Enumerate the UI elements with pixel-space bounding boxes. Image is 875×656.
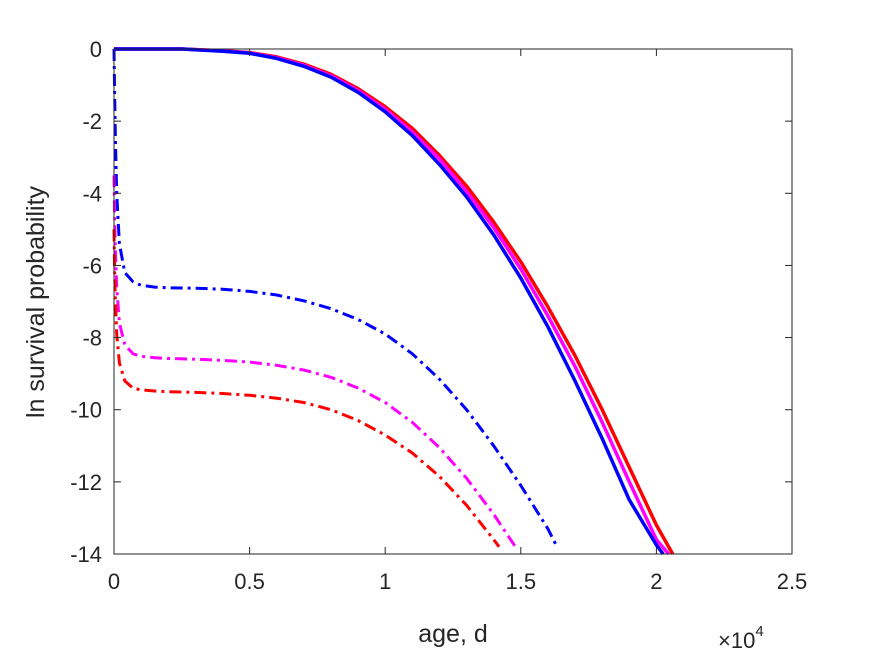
x-tick-label: 2.5	[777, 569, 808, 594]
series-layer	[112, 47, 675, 556]
x-axis-multiplier-base: ×10	[718, 628, 755, 653]
series-line-5-dashdot	[112, 175, 517, 548]
y-tick-label: -2	[82, 109, 102, 134]
y-tick-label: -8	[82, 326, 102, 351]
y-axis-ticks: 0 -2 -4 -6 -8 -10 -12 -14	[70, 37, 792, 567]
series-line-1-solid	[114, 47, 675, 555]
y-tick-label: -10	[70, 398, 102, 423]
y-tick-label: -12	[70, 470, 102, 495]
x-axis-ticks: 0 0.5 1 1.5 2 2.5	[108, 49, 807, 594]
y-tick-label: 0	[90, 37, 102, 62]
x-axis-multiplier-exponent: 4	[755, 623, 763, 640]
x-tick-label: 1	[379, 569, 391, 594]
series-line-2-solid	[114, 47, 670, 556]
x-tick-label: 0	[108, 569, 120, 594]
series-line-6-dashdot	[112, 229, 501, 548]
x-tick-label: 1.5	[506, 569, 537, 594]
plot-area-frame	[113, 48, 793, 555]
y-tick-label: -4	[82, 181, 102, 206]
x-tick-label: 2	[650, 569, 662, 594]
x-axis-label: age, d	[418, 620, 488, 648]
series-line-3-solid	[114, 47, 665, 556]
y-tick-label: -14	[70, 542, 102, 567]
y-tick-label: -6	[82, 253, 102, 278]
y-axis-label: ln survival probability	[22, 185, 50, 418]
series-line-4-dashdot	[112, 48, 558, 546]
x-tick-label: 0.5	[234, 569, 265, 594]
x-axis-multiplier: ×104	[718, 623, 764, 653]
